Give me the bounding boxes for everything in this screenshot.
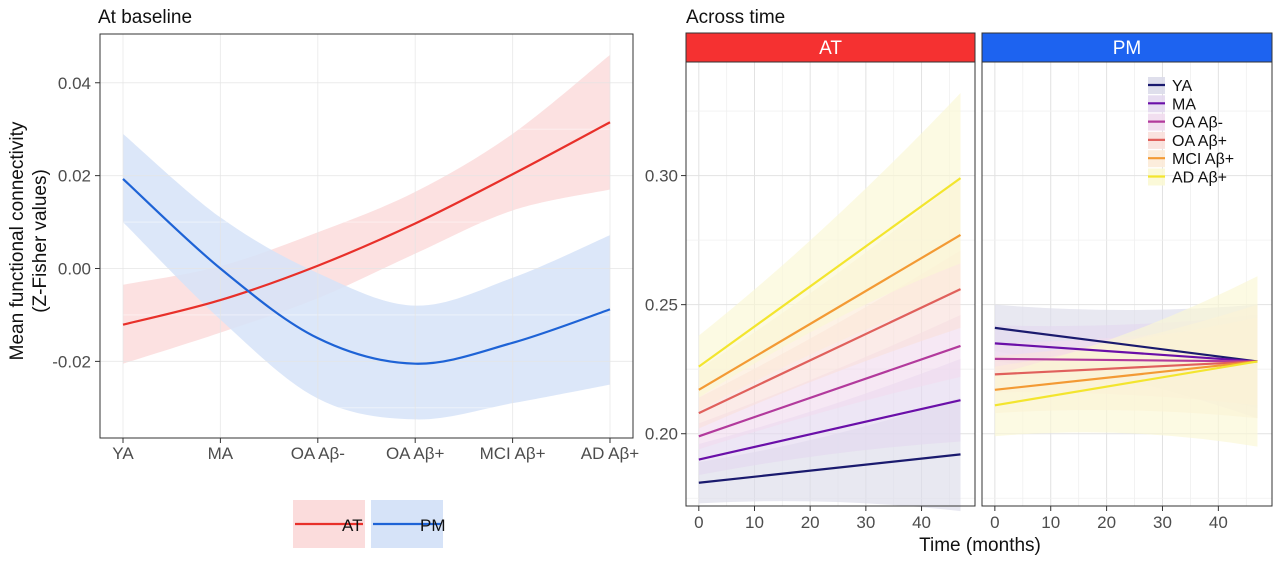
- panel-pm: PM 0 10 20 30 40: [981, 32, 1273, 532]
- x-tick-label: 0: [694, 513, 703, 532]
- baseline-chart-title: At baseline: [98, 7, 192, 28]
- baseline-chart: At baseline 0.04 0.02 0.00 -0.02 YA MA OA Aβ-…: [7, 7, 639, 548]
- x-tick-label: 10: [1041, 513, 1060, 532]
- panel-border: [685, 61, 976, 507]
- line-pm-ya: [994, 326, 1258, 363]
- baseline-x-axis: YA MA OA Aβ- OA Aβ+ MCI Aβ+ AD Aβ+: [112, 438, 639, 463]
- across-time-panels: AT 0 10 20 30 40 PM 0 10 20 30 40: [685, 32, 1273, 532]
- band-pm-ad-abpos: [994, 276, 1258, 447]
- baseline-y-tick-label: -0.02: [52, 352, 91, 371]
- x-tick-label: 40: [1209, 513, 1228, 532]
- across-time-x-axis-label: Time (months): [919, 535, 1041, 556]
- legend-label-ad-abpos: AD Aβ+: [1172, 170, 1227, 187]
- line-at-ad-abpos: [698, 177, 962, 368]
- baseline-bands: [100, 34, 633, 438]
- baseline-y-tick-label: 0.04: [58, 74, 91, 93]
- line-pm-oa-abpos: [994, 360, 1258, 376]
- baseline-grid: [100, 34, 633, 438]
- legend-label-at: AT: [342, 516, 362, 535]
- legend-label-oa-abpos: OA Aβ+: [1172, 133, 1227, 150]
- baseline-line-at: [122, 121, 611, 326]
- line-at-oa-abneg: [698, 344, 961, 438]
- baseline-panel-border: [99, 33, 634, 439]
- baseline-x-tick-label-ya: YA: [112, 444, 134, 463]
- line-at-ma: [698, 399, 961, 461]
- line-pm-mci-abpos: [994, 360, 1258, 391]
- y-tick-label: 0.25: [645, 296, 678, 315]
- legend-label-ma: MA: [1172, 96, 1196, 113]
- legend-label-ya: YA: [1172, 78, 1192, 95]
- x-tick-label: 20: [1097, 513, 1116, 532]
- x-tick-label: 10: [745, 513, 764, 532]
- strip-label-pm: PM: [1113, 38, 1142, 59]
- strip-pm: [981, 32, 1273, 63]
- strip-label-at: AT: [819, 38, 842, 59]
- baseline-lines: [122, 121, 611, 365]
- x-tick-label: 0: [990, 513, 999, 532]
- y-tick-label: 0.30: [645, 167, 678, 186]
- legend-label-oa-abneg: OA Aβ-: [1172, 115, 1223, 132]
- baseline-x-tick-label-oa-abpos: OA Aβ+: [386, 444, 445, 463]
- baseline-line-pm: [122, 178, 611, 365]
- baseline-y-axis-label: Mean functional connectivity: [7, 121, 28, 360]
- panel-border: [981, 61, 1273, 507]
- x-tick-label: 40: [912, 513, 931, 532]
- strip-at: [685, 32, 976, 63]
- line-at-ya: [698, 453, 961, 484]
- line-pm-ad-abpos: [994, 360, 1258, 407]
- baseline-y-tick-label: 0.02: [58, 167, 91, 186]
- line-pm-oa-abneg: [994, 357, 1258, 363]
- baseline-y-axis: 0.04 0.02 0.00 -0.02: [52, 74, 100, 371]
- x-tick-label: 30: [1153, 513, 1172, 532]
- baseline-y-tick-label: 0.00: [58, 260, 91, 279]
- line-pm-ma: [994, 342, 1258, 363]
- line-at-oa-abpos: [698, 288, 961, 415]
- line-at-mci-abpos: [698, 234, 962, 391]
- legend-label-mci-abpos: MCI Aβ+: [1172, 151, 1234, 168]
- band-at-ad-abpos: [698, 92, 961, 398]
- legend-label-pm: PM: [420, 516, 446, 535]
- baseline-x-tick-label-mci-abpos: MCI Aβ+: [480, 444, 546, 463]
- across-time-chart-title: Across time: [686, 7, 785, 28]
- baseline-x-tick-label-ad-abpos: AD Aβ+: [581, 444, 640, 463]
- x-tick-label: 30: [856, 513, 875, 532]
- panel-at: AT 0 10 20 30 40: [685, 32, 976, 532]
- baseline-y-axis-label-units: (Z-Fisher values): [30, 169, 51, 313]
- x-tick-label: 20: [801, 513, 820, 532]
- baseline-band-pm: [123, 133, 610, 420]
- baseline-legend: AT PM: [293, 500, 446, 548]
- across-time-y-axis: 0.30 0.25 0.20: [645, 167, 686, 444]
- y-tick-label: 0.20: [645, 425, 678, 444]
- baseline-x-tick-label-ma: MA: [208, 444, 234, 463]
- baseline-x-tick-label-oa-abneg: OA Aβ-: [291, 444, 345, 463]
